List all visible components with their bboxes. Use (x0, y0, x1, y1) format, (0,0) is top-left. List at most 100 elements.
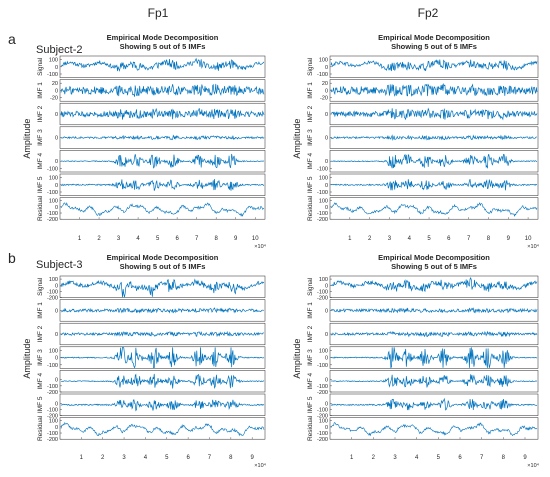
x-tick-label: 9 (507, 236, 511, 242)
imf-trace (60, 107, 265, 120)
x-tick-label: 3 (117, 236, 121, 242)
row-imf-5: IMF 5 0-100-200 (37, 393, 266, 420)
y-tick-label: -200 (47, 217, 58, 223)
row-name: Signal (307, 57, 314, 76)
row-name: Residual (37, 195, 44, 221)
row-name: Residual (307, 195, 314, 221)
y-tick-label: 20 (322, 81, 328, 87)
y-tick-label: -200 (47, 296, 58, 302)
row-imf-3: IMF 3 0 (307, 126, 539, 149)
y-tick-label: 0 (325, 159, 328, 165)
column-header-fp1: Fp1 (148, 6, 169, 20)
row-imf-3: IMF 3 0 (37, 126, 266, 149)
x-tick-label: 5 (437, 455, 441, 461)
y-tick-label: -100 (47, 431, 58, 437)
y-tick-label: -100 (317, 190, 328, 196)
chart-subtitle: Showing 5 out of 5 IMFs (391, 42, 477, 51)
row-imf-1: IMF 1 200 -20 (37, 79, 266, 102)
y-tick-label: 100 (49, 277, 58, 283)
ylabel-amplitude: Amplitude (292, 119, 302, 159)
y-tick-label: 100 (319, 199, 328, 205)
imf-trace (60, 346, 265, 369)
row-imf-3: IMF 3 100 0-100 (37, 346, 266, 369)
imf-trace (330, 82, 538, 97)
x-tick-label: 8 (215, 236, 219, 242)
x-tick-label: 6 (175, 236, 179, 242)
row-imf-2: IMF 2 0 (37, 102, 266, 126)
imf-trace (60, 422, 265, 437)
x-tick-label: 2 (368, 236, 372, 242)
x-tick-label: 8 (502, 455, 506, 461)
y-tick-label: -200 (317, 296, 328, 302)
x-tick-label: 4 (136, 236, 140, 242)
x-tick-label: 5 (165, 455, 169, 461)
x-tick-label: 7 (467, 236, 471, 242)
x-tick-label: 7 (195, 236, 199, 242)
imf-trace (60, 278, 265, 298)
row-name: Signal (37, 277, 44, 296)
row-name: IMF 3 (37, 349, 44, 366)
imf-trace (330, 134, 538, 141)
panel-letter-a: a (8, 31, 16, 47)
imf-trace (330, 347, 538, 369)
x-tick-label: 1 (350, 455, 354, 461)
y-tick-label: -100 (47, 289, 58, 295)
row-imf-2: IMF 2 0 (307, 322, 539, 346)
imf-trace (330, 330, 538, 338)
x-exponent-label: ×10⁴ (254, 462, 266, 469)
imf-trace (60, 134, 265, 141)
chart-subtitle: Showing 5 out of 5 IMFs (391, 262, 477, 271)
y-tick-label: -20 (320, 96, 328, 102)
x-tick-label: 4 (415, 455, 419, 461)
y-tick-label: 20 (52, 81, 58, 87)
y-tick-label: -200 (317, 414, 328, 420)
imf-trace (60, 178, 265, 191)
imf-trace (60, 330, 265, 338)
chart-title: Empirical Mode Decomposition (378, 33, 490, 42)
row-axes-box (329, 197, 539, 220)
x-tick-label: 2 (372, 455, 376, 461)
y-tick-label: -200 (317, 437, 328, 443)
x-tick-label: 7 (480, 455, 484, 461)
row-name: IMF 4 (307, 153, 314, 170)
row-name: IMF 5 (307, 396, 314, 413)
x-tick-label: 2 (101, 455, 105, 461)
y-tick-label: 100 (49, 419, 58, 425)
x-tick-label: 6 (458, 455, 462, 461)
y-tick-label: -200 (317, 217, 328, 223)
subject-label-3: Subject-3 (36, 259, 82, 271)
x-tick-label: 10 (525, 236, 532, 242)
y-tick-label: 100 (49, 58, 58, 64)
y-tick-label: 0 (55, 205, 58, 211)
y-tick-label: 0 (325, 205, 328, 211)
imf-trace (330, 59, 538, 72)
y-tick-label: 0 (55, 112, 58, 118)
x-tick-label: 3 (388, 236, 392, 242)
y-tick-label: -100 (317, 407, 328, 413)
imf-trace (60, 373, 265, 390)
y-tick-label: 0 (325, 65, 328, 71)
row-name: IMF 2 (307, 105, 314, 122)
x-tick-label: 7 (208, 455, 212, 461)
row-name: IMF 1 (307, 82, 314, 99)
y-tick-label: -200 (317, 390, 328, 396)
x-tick-label: 1 (80, 455, 84, 461)
y-tick-label: -100 (317, 363, 328, 369)
y-tick-label: 100 (319, 419, 328, 425)
row-name: IMF 3 (37, 129, 44, 146)
row-name: IMF 5 (37, 396, 44, 413)
y-tick-label: 100 (319, 176, 328, 182)
y-tick-label: 0 (55, 183, 58, 189)
y-tick-label: -100 (317, 384, 328, 390)
imf-trace (60, 153, 265, 169)
y-tick-label: 100 (49, 176, 58, 182)
